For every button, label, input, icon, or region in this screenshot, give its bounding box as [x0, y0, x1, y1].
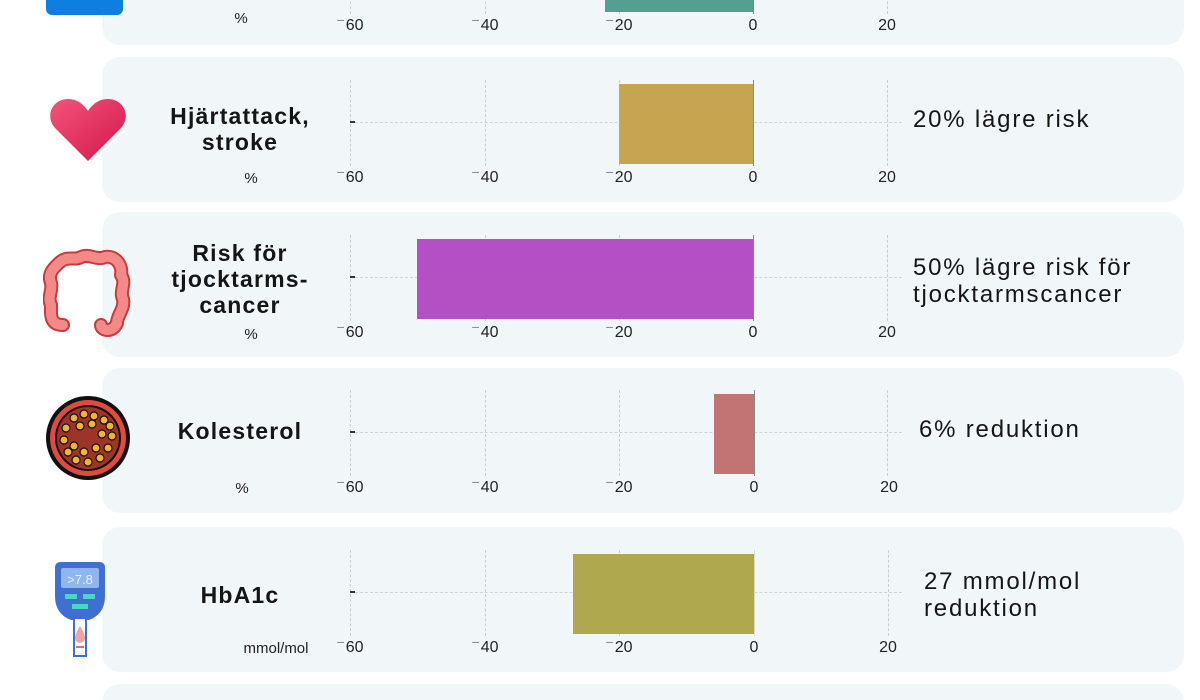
x-tick: −20	[605, 319, 633, 341]
chart-plot-1: −60 −40 −20 0 20	[102, 80, 902, 186]
x-tick: −60	[336, 164, 364, 186]
card-title: Hjärtattack, stroke	[170, 103, 310, 155]
x-tick: −60	[336, 12, 364, 34]
unit-label: mmol/mol	[243, 640, 309, 657]
x-tick: 20	[878, 17, 896, 34]
x-tick: −40	[471, 474, 499, 496]
x-tick: 0	[749, 479, 759, 496]
x-tick: 0	[748, 169, 758, 186]
heart-icon	[38, 80, 138, 180]
unit-label: %	[235, 480, 249, 497]
x-tick: −20	[605, 164, 633, 186]
x-tick: −40	[471, 319, 499, 341]
card-description: 6% reduktion	[919, 416, 1081, 443]
x-tick: −20	[605, 474, 633, 496]
x-tick: 20	[878, 324, 896, 341]
card-description: 27 mmol/mol reduktion	[924, 568, 1082, 622]
unit-label: %	[234, 10, 248, 27]
card-description: 50% lägre risk för tjocktarmscancer	[913, 254, 1133, 308]
card-title: Kolesterol	[177, 418, 303, 444]
unit-label: %	[244, 170, 258, 187]
x-tick: 0	[748, 324, 758, 341]
chart-plot-2: −60 −40 −20 0 20	[102, 235, 902, 341]
bar-partial	[605, 0, 753, 12]
unit-label: %	[244, 326, 258, 343]
x-tick: 0	[748, 17, 758, 34]
colon-icon	[38, 242, 138, 342]
blue-device-icon	[46, 0, 123, 15]
card-cholesterol	[102, 368, 1184, 513]
bar-colon-cancer	[417, 239, 753, 319]
x-tick: 20	[878, 169, 896, 186]
card-title: Risk för tjocktarms-cancer	[171, 240, 309, 318]
x-tick: −20	[605, 634, 633, 656]
x-tick: −40	[471, 634, 499, 656]
x-tick: −60	[336, 319, 364, 341]
x-tick: 20	[879, 639, 897, 656]
svg-text:>7.8: >7.8	[67, 572, 93, 587]
card-partial-bottom	[102, 684, 1184, 700]
chart-plot-3: −60 −40 −20 0 20	[102, 390, 902, 496]
cholesterol-artery-icon	[38, 388, 138, 488]
x-tick: 0	[749, 639, 759, 656]
bar-hba1c	[573, 554, 754, 634]
x-tick: 20	[880, 479, 898, 496]
x-tick: −20	[605, 12, 633, 34]
x-tick: −60	[336, 634, 364, 656]
x-tick: −40	[471, 164, 499, 186]
chart-plot-0: −60 −40 −20 0 20	[102, 0, 902, 34]
bar-heart-attack	[619, 84, 753, 164]
bar-cholesterol	[714, 394, 754, 474]
chart-plot-4: −60 −40 −20 0 20	[102, 550, 902, 656]
x-tick: −60	[336, 474, 364, 496]
x-tick: −40	[471, 12, 499, 34]
card-title: HbA1c	[200, 582, 280, 608]
glucose-meter-icon: >7.8	[55, 562, 105, 658]
card-description: 20% lägre risk	[913, 106, 1091, 133]
